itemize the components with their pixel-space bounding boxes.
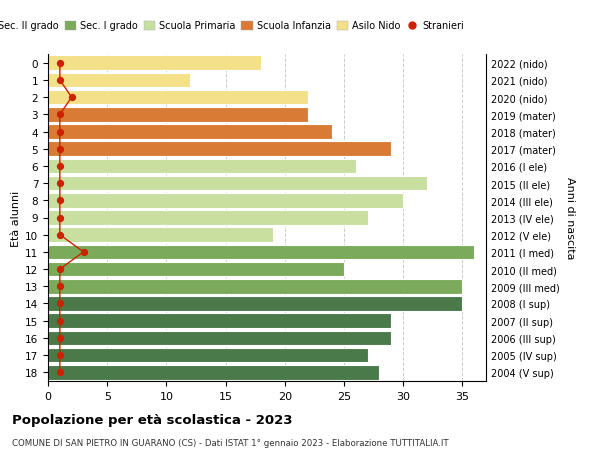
Bar [48,91,308,105]
Point [55,300,65,308]
Point [55,197,65,205]
Bar [48,176,427,191]
Point [55,60,65,67]
Bar [48,297,463,311]
Point [55,231,65,239]
Point [55,146,65,153]
Point [55,335,65,342]
Bar [48,125,332,140]
Text: Popolazione per età scolastica - 2023: Popolazione per età scolastica - 2023 [12,413,293,426]
Legend: Sec. II grado, Sec. I grado, Scuola Primaria, Scuola Infanzia, Asilo Nido, Stran: Sec. II grado, Sec. I grado, Scuola Prim… [0,17,468,35]
Point [55,112,65,119]
Bar [48,159,356,174]
Point [55,317,65,325]
Bar [48,262,344,277]
Bar [48,73,190,88]
Bar [48,245,474,260]
Point [55,369,65,376]
Point [55,352,65,359]
Bar [48,211,368,225]
Point [55,214,65,222]
Bar [48,280,463,294]
Point [55,77,65,84]
Text: COMUNE DI SAN PIETRO IN GUARANO (CS) - Dati ISTAT 1° gennaio 2023 - Elaborazione: COMUNE DI SAN PIETRO IN GUARANO (CS) - D… [12,438,449,448]
Y-axis label: Età alunni: Età alunni [11,190,21,246]
Bar [48,348,368,363]
Point [55,266,65,273]
Bar [48,228,273,242]
Bar [48,331,391,345]
Bar [48,56,261,71]
Point [79,249,88,256]
Point [55,283,65,290]
Bar [48,313,391,328]
Bar [48,365,379,380]
Bar [48,142,391,157]
Point [55,129,65,136]
Bar [48,108,308,123]
Y-axis label: Anni di nascita: Anni di nascita [565,177,575,259]
Point [67,94,76,101]
Point [55,163,65,170]
Point [55,180,65,187]
Bar [48,194,403,208]
